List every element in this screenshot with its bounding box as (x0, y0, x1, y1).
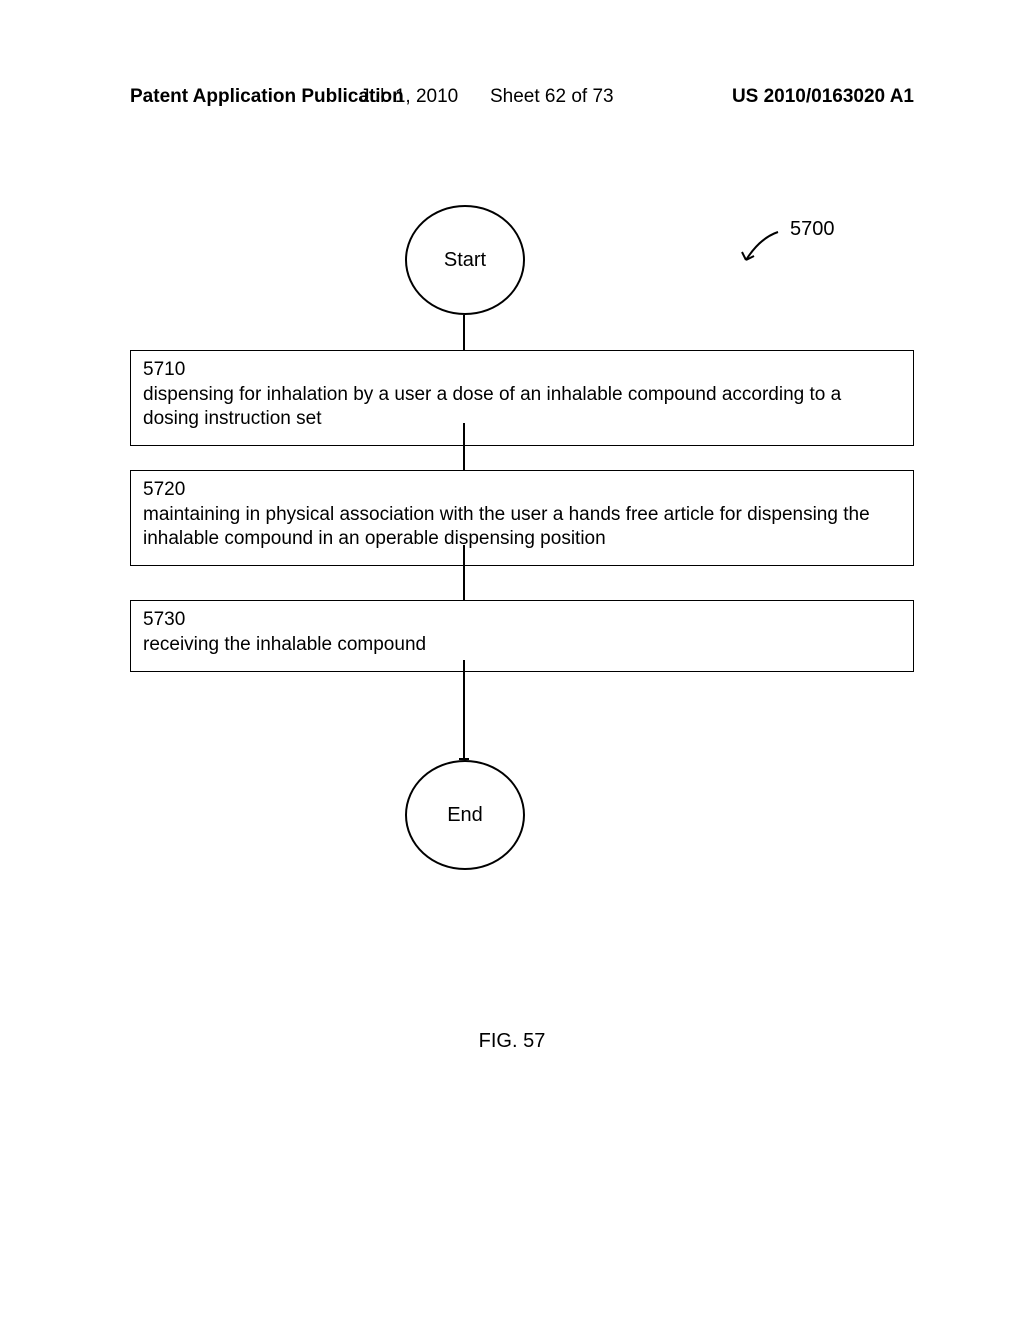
figure-label: FIG. 57 (0, 1030, 1024, 1053)
reference-number-5700: 5700 (790, 218, 835, 241)
step-5730: 5730 receiving the inhalable compound (130, 600, 914, 672)
step-number: 5710 (143, 359, 901, 381)
terminal-end-label: End (447, 804, 483, 827)
connector (463, 423, 465, 470)
step-number: 5720 (143, 479, 901, 501)
terminal-start: Start (405, 205, 525, 315)
terminal-start-label: Start (444, 249, 486, 272)
step-text: dispensing for inhalation by a user a do… (143, 384, 841, 429)
step-text: receiving the inhalable compound (143, 634, 426, 655)
terminal-end: End (405, 760, 525, 870)
step-number: 5730 (143, 609, 901, 631)
connector (463, 660, 465, 760)
connector (463, 315, 465, 350)
step-text: maintaining in physical association with… (143, 504, 870, 549)
leader-arrow-icon (740, 230, 780, 270)
flowchart: Start 5700 5710 dispensing for inhalatio… (0, 0, 1024, 1320)
step-5720: 5720 maintaining in physical association… (130, 470, 914, 566)
step-5710: 5710 dispensing for inhalation by a user… (130, 350, 914, 446)
connector (463, 545, 465, 600)
